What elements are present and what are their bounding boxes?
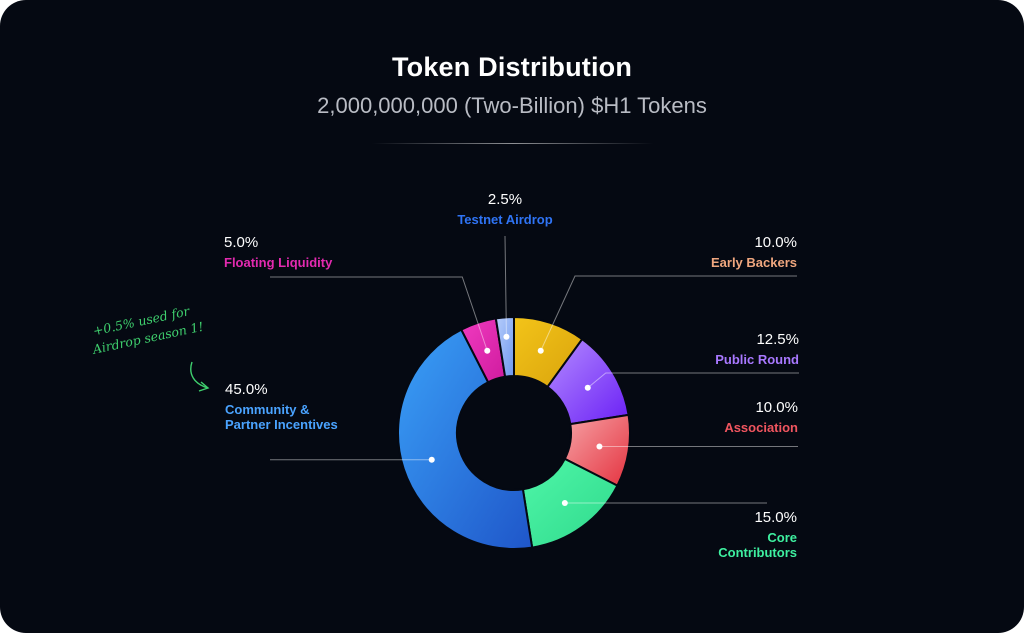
slice-value-label: 12.5% bbox=[756, 331, 799, 348]
slice-category-label: Public Round bbox=[715, 352, 799, 367]
slice-category-label: Core bbox=[767, 530, 797, 545]
leader-dot bbox=[584, 384, 591, 391]
leader-dot bbox=[484, 347, 491, 354]
slice-category-label: Floating Liquidity bbox=[224, 255, 333, 270]
leader-dot bbox=[561, 499, 568, 506]
leader-line bbox=[587, 372, 799, 389]
slice-category-label: Community & bbox=[225, 402, 310, 417]
annotation-arrow-icon bbox=[190, 361, 209, 389]
leader-dot bbox=[503, 333, 510, 340]
slice-value-label: 2.5% bbox=[488, 191, 522, 208]
slice-category-label: Early Backers bbox=[711, 255, 797, 270]
slice-community-partner-incentives bbox=[397, 328, 534, 550]
leader-line bbox=[270, 276, 488, 351]
annotation-note: +0.5% used for Airdrop season 1! bbox=[90, 303, 204, 357]
slice-testnet-airdrop bbox=[494, 315, 515, 378]
slice-value-label: 45.0% bbox=[225, 381, 268, 398]
leader-dot bbox=[428, 456, 435, 463]
donut-slices bbox=[397, 315, 631, 550]
chart-subtitle: 2,000,000,000 (Two-Billion) $H1 Tokens bbox=[317, 93, 707, 118]
leader-lines bbox=[270, 235, 799, 506]
leader-line bbox=[504, 235, 507, 337]
slice-category-label: Association bbox=[724, 420, 798, 435]
slice-value-label: 15.0% bbox=[754, 509, 797, 526]
slice-labels: 10.0% Early Backers 12.5% Public Round 10.0%… bbox=[224, 191, 799, 560]
leader-line bbox=[540, 275, 797, 351]
slice-category-label: Testnet Airdrop bbox=[457, 212, 552, 227]
slice-value-label: 5.0% bbox=[224, 234, 258, 251]
slice-category-label: Partner Incentives bbox=[225, 417, 338, 432]
slice-value-label: 10.0% bbox=[755, 399, 798, 416]
annotation-arrowhead-icon bbox=[198, 381, 210, 392]
title-divider bbox=[372, 143, 654, 144]
leader-dot bbox=[596, 443, 603, 450]
slice-value-label: 10.0% bbox=[754, 234, 797, 251]
chart-title: Token Distribution bbox=[391, 52, 633, 82]
leader-dot bbox=[537, 347, 544, 354]
slice-category-label: Contributors bbox=[718, 545, 797, 560]
